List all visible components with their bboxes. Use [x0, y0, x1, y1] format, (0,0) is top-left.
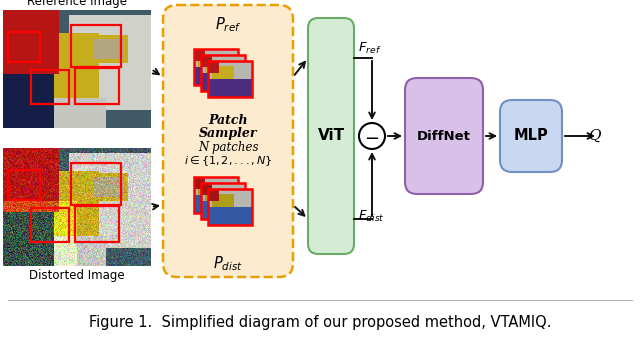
Text: Distorted Image: Distorted Image	[29, 269, 125, 282]
Text: $i\in\{1,2,...,N\}$: $i\in\{1,2,...,N\}$	[184, 154, 273, 168]
Text: $F_{ref}$: $F_{ref}$	[358, 41, 381, 56]
FancyBboxPatch shape	[500, 100, 562, 172]
Bar	[31, 70, 69, 104]
Text: Sampler: Sampler	[199, 127, 257, 139]
Bar	[75, 68, 119, 104]
Bar	[208, 61, 252, 97]
Text: N patches: N patches	[198, 140, 259, 153]
Bar	[71, 25, 121, 67]
Bar	[8, 170, 40, 200]
Text: $\it{P}$$\mathit{_{ref}}$: $\it{P}$$\mathit{_{ref}}$	[215, 15, 241, 34]
Text: $-$: $-$	[364, 128, 380, 146]
FancyBboxPatch shape	[405, 78, 483, 194]
Bar	[8, 32, 40, 62]
Bar	[201, 183, 245, 219]
Text: Reference Image: Reference Image	[27, 0, 127, 8]
Bar	[194, 177, 238, 213]
Bar	[75, 206, 119, 242]
Text: ViT: ViT	[317, 129, 344, 144]
Text: Patch: Patch	[208, 115, 248, 128]
Bar	[194, 49, 238, 85]
Bar	[71, 163, 121, 205]
Bar	[31, 208, 69, 242]
Bar	[201, 55, 245, 91]
FancyBboxPatch shape	[163, 5, 293, 277]
Text: Figure 1.  Simplified diagram of our proposed method, VTAMIQ.: Figure 1. Simplified diagram of our prop…	[89, 314, 551, 329]
Text: $F_{dist}$: $F_{dist}$	[358, 209, 385, 224]
Bar	[208, 189, 252, 225]
Text: $\it{P}$$\mathit{_{dist}}$: $\it{P}$$\mathit{_{dist}}$	[213, 254, 243, 273]
Text: Q: Q	[588, 129, 600, 143]
Text: MLP: MLP	[514, 129, 548, 144]
FancyBboxPatch shape	[308, 18, 354, 254]
Text: DiffNet: DiffNet	[417, 130, 471, 143]
Circle shape	[359, 123, 385, 149]
